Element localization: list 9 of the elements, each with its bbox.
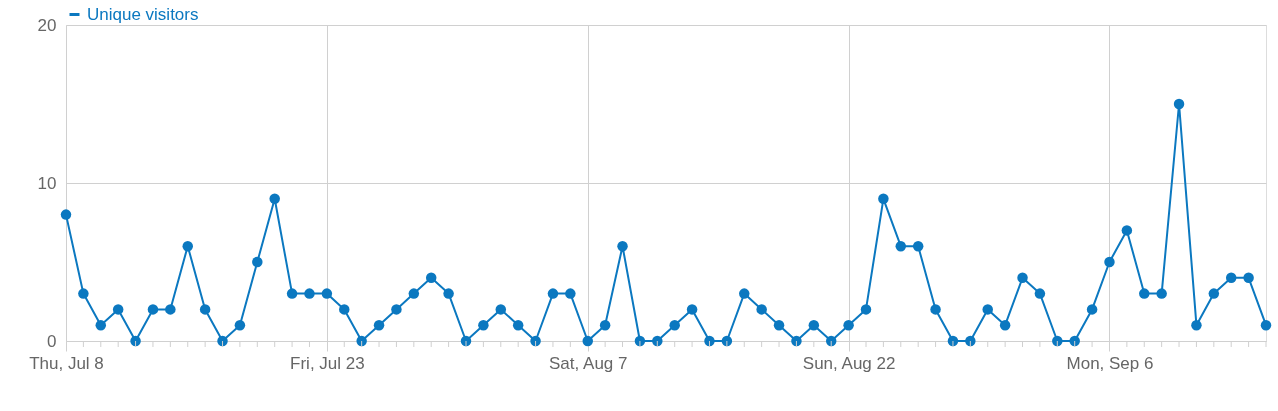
x-tick-label: Sat, Aug 7 — [549, 353, 628, 373]
y-tick-label: 10 — [37, 173, 57, 193]
y-tick-label: 0 — [47, 331, 57, 351]
x-tick-label: Sun, Aug 22 — [802, 353, 896, 373]
x-tick-label: Fri, Jul 23 — [290, 353, 365, 373]
x-tick-label: Mon, Sep 6 — [1066, 353, 1154, 373]
legend-label: Unique visitors — [87, 4, 199, 24]
y-tick-label: 20 — [37, 15, 57, 35]
x-tick-label: Thu, Jul 8 — [29, 353, 104, 373]
